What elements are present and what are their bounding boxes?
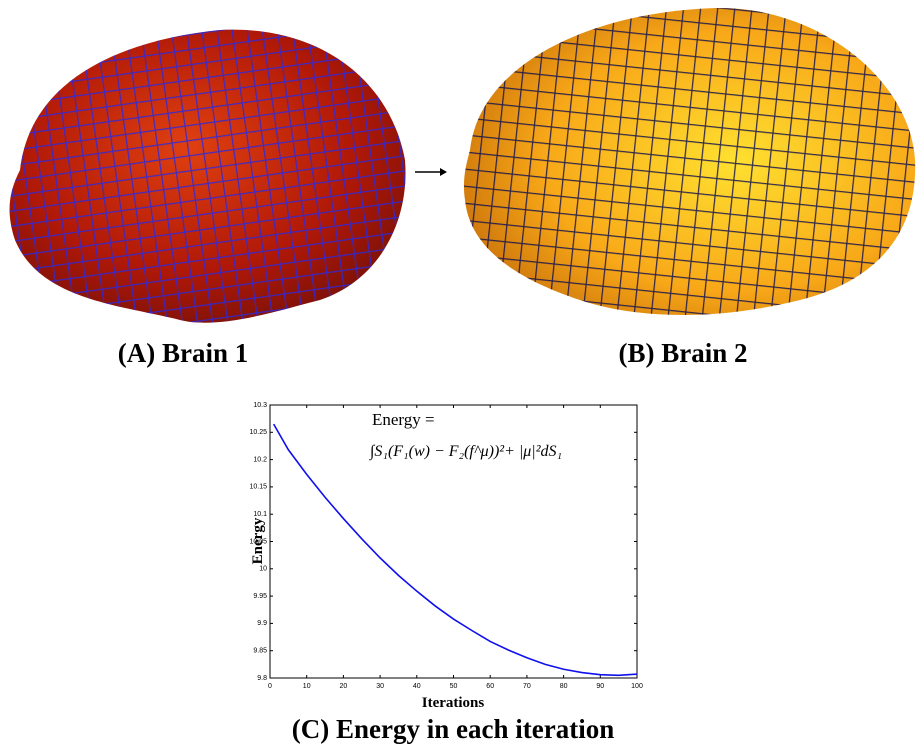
x-tick-label: 90 <box>596 683 604 690</box>
y-tick-label: 10.3 <box>253 402 267 409</box>
y-tick-label: 9.9 <box>257 620 267 627</box>
brain-2-image <box>464 8 915 315</box>
x-tick-label: 50 <box>450 683 458 690</box>
panel-caption: (B) Brain 2 <box>618 338 747 368</box>
annotation: ∫S₁(F₁(w) − F₂(f^μ))²+ |μ|²dS₁ <box>369 443 562 461</box>
y-tick-label: 10 <box>259 566 267 573</box>
x-tick-label: 80 <box>560 683 568 690</box>
x-tick-label: 70 <box>523 683 531 690</box>
y-tick-label: 9.85 <box>253 648 267 655</box>
x-tick-label: 0 <box>268 683 272 690</box>
arrow <box>415 168 447 176</box>
y-tick-label: 9.8 <box>257 675 267 682</box>
x-tick-label: 100 <box>631 683 643 690</box>
x-tick-label: 20 <box>340 683 348 690</box>
x-axis-label: Iterations <box>422 695 485 711</box>
x-tick-label: 10 <box>303 683 311 690</box>
annotation: Energy = <box>372 410 435 429</box>
y-tick-label: 9.95 <box>253 593 267 600</box>
x-tick-label: 40 <box>413 683 421 690</box>
y-tick-label: 10.1 <box>253 511 267 518</box>
y-tick-label: 10.15 <box>249 484 267 491</box>
y-tick-label: 10.2 <box>253 456 267 463</box>
figure: (A) Brain 1 (B) Brain 2 Energy = ∫S₁(F₁(… <box>0 0 924 751</box>
panel-caption: (A) Brain 1 <box>118 338 249 368</box>
brain-1-image <box>10 30 406 323</box>
y-tick-label: 10.25 <box>249 429 267 436</box>
x-tick-label: 60 <box>486 683 494 690</box>
x-tick-label: 30 <box>376 683 384 690</box>
y-tick-label: 10.05 <box>249 538 267 545</box>
chart-title: (C) Energy in each iteration <box>292 714 614 744</box>
